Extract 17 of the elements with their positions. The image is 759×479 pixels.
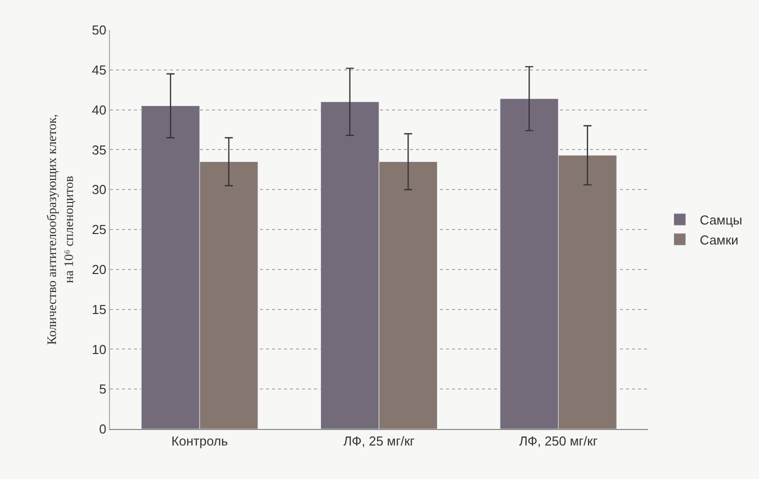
y-tick-label: 40 [92,102,106,118]
legend-label: Самки [700,232,738,248]
y-tick-label: 35 [92,142,106,158]
x-tick-label: ЛФ, 25 мг/кг [343,434,415,449]
y-tick-label: 10 [92,342,106,357]
x-tick-label: ЛФ, 250 мг/кг [519,434,598,449]
y-tick-label: 15 [92,302,106,317]
y-tick-label: 45 [92,62,106,78]
x-tick-label: Контроль [171,434,228,449]
y-tick-label: 5 [99,382,106,397]
y-tick-label: 20 [92,262,106,277]
y-axis-title: Количество антителообразующих клеток, на 10⁶ спленоцитов [44,114,76,345]
y-tick-label: 30 [92,182,106,198]
legend-label: Самцы [700,212,742,228]
y-tick-label: 50 [92,22,106,38]
y-tick-label: 25 [92,222,106,238]
y-tick-label: 0 [99,422,106,437]
